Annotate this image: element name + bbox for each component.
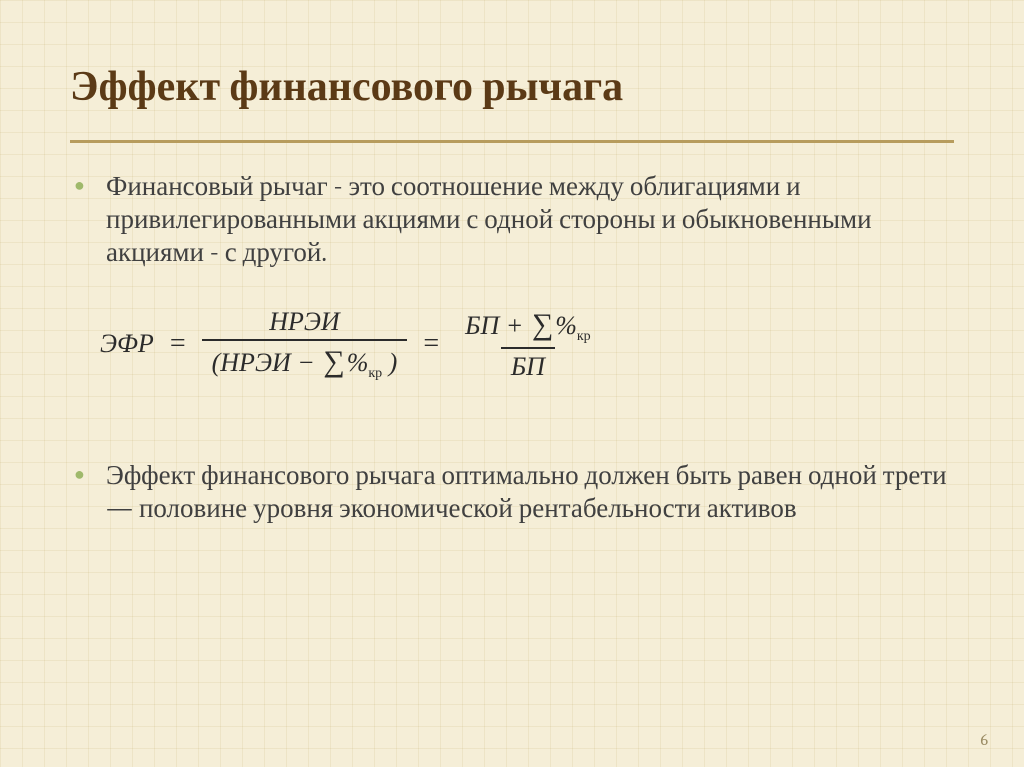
formula-lhs: ЭФР [100, 329, 154, 359]
sigma-icon: ∑ [321, 345, 346, 378]
frac2-numerator: БП + ∑%кр [455, 306, 601, 347]
equals-icon: = [417, 328, 445, 360]
page-number: 6 [980, 731, 988, 749]
frac1-denominator: (НРЭИ − ∑%кр ) [202, 339, 408, 382]
title-underline [70, 140, 954, 143]
slide-title: Эффект финансового рычага [70, 64, 954, 110]
frac1-sub: кр [368, 366, 382, 381]
sigma-icon: ∑ [530, 308, 555, 341]
bullet-2: Эффект финансового рычага оптимально дол… [102, 460, 954, 526]
frac2-num-left: БП + [465, 311, 523, 340]
frac1-numerator: НРЭИ [259, 306, 349, 339]
frac1-den-close: ) [389, 348, 398, 377]
slide: Эффект финансового рычага Финансовый рыч… [0, 0, 1024, 767]
frac2-denominator: БП [501, 347, 555, 382]
body-list: Финансовый рычаг - это соотношение между… [70, 171, 954, 270]
fraction-1: НРЭИ (НРЭИ − ∑%кр ) [202, 306, 408, 381]
frac2-sub: кр [577, 329, 591, 344]
bullet-1: Финансовый рычаг - это соотношение между… [102, 171, 954, 270]
body-list-2: Эффект финансового рычага оптимально дол… [70, 460, 954, 526]
fraction-2: БП + ∑%кр БП [455, 306, 601, 381]
formula: ЭФР = НРЭИ (НРЭИ − ∑%кр ) = БП + ∑%кр БП [100, 306, 954, 381]
formula-block: ЭФР = НРЭИ (НРЭИ − ∑%кр ) = БП + ∑%кр БП [100, 306, 954, 416]
frac1-den-open: (НРЭИ − [212, 348, 315, 377]
equals-icon: = [164, 328, 192, 360]
